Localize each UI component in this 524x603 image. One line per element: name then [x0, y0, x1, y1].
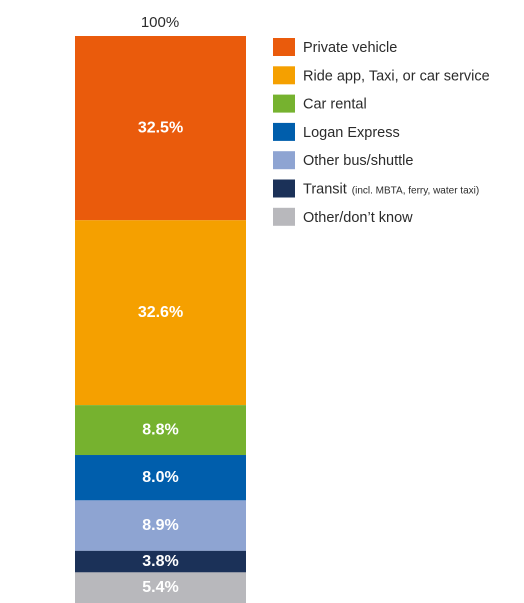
legend-swatch: [273, 207, 295, 226]
legend-swatch: [273, 151, 295, 170]
legend-label-name: Logan Express: [303, 125, 400, 141]
legend-swatch: [273, 94, 295, 113]
legend-swatch: [273, 66, 295, 85]
legend-label: Ride app, Taxi, or car service: [303, 68, 490, 84]
data-label: 8.8%: [142, 422, 178, 439]
bar-segment: [75, 572, 246, 603]
legend-label-name: Private vehicle: [303, 40, 397, 56]
legend-label: Car rental: [303, 97, 367, 113]
data-label: 3.8%: [142, 553, 178, 570]
bar-segment: [75, 500, 246, 551]
legend-label: Private vehicle: [303, 40, 397, 56]
legend-label-name: Other/don’t know: [303, 210, 413, 226]
legend-label: Logan Express: [303, 125, 400, 141]
legend-label-name: Ride app, Taxi, or car service: [303, 68, 490, 84]
data-label: 5.4%: [142, 579, 178, 596]
legend-label-note: (incl. MBTA, ferry, water taxi): [352, 186, 479, 197]
data-label: 32.5%: [138, 120, 183, 137]
legend-swatch: [273, 122, 295, 141]
bar-segment: [75, 405, 246, 456]
legend-label: Transit (incl. MBTA, ferry, water taxi): [303, 182, 479, 198]
bar-segment: [75, 220, 246, 406]
bar-segment: [75, 36, 246, 221]
legend-label: Other bus/shuttle: [303, 153, 413, 169]
legend: Private vehicle Ride app, Taxi, or car se…: [273, 38, 490, 226]
legend-swatch: [273, 179, 295, 198]
bar-stack: 32.5% 32.6% 8.8% 8.0% 8.9% 3.8% 5.4%: [75, 36, 246, 603]
bar-segment: [75, 550, 246, 573]
data-label: 32.6%: [138, 304, 183, 321]
legend-label-name: Other bus/shuttle: [303, 153, 413, 169]
data-label: 8.0%: [142, 469, 178, 486]
legend-swatch: [273, 38, 295, 56]
legend-label-name: Car rental: [303, 97, 367, 113]
legend-label-name: Transit: [303, 182, 347, 198]
legend-label: Other/don’t know: [303, 210, 413, 226]
data-label: 8.9%: [142, 517, 178, 534]
total-label: 100%: [141, 14, 179, 31]
bar-segment: [75, 455, 246, 501]
